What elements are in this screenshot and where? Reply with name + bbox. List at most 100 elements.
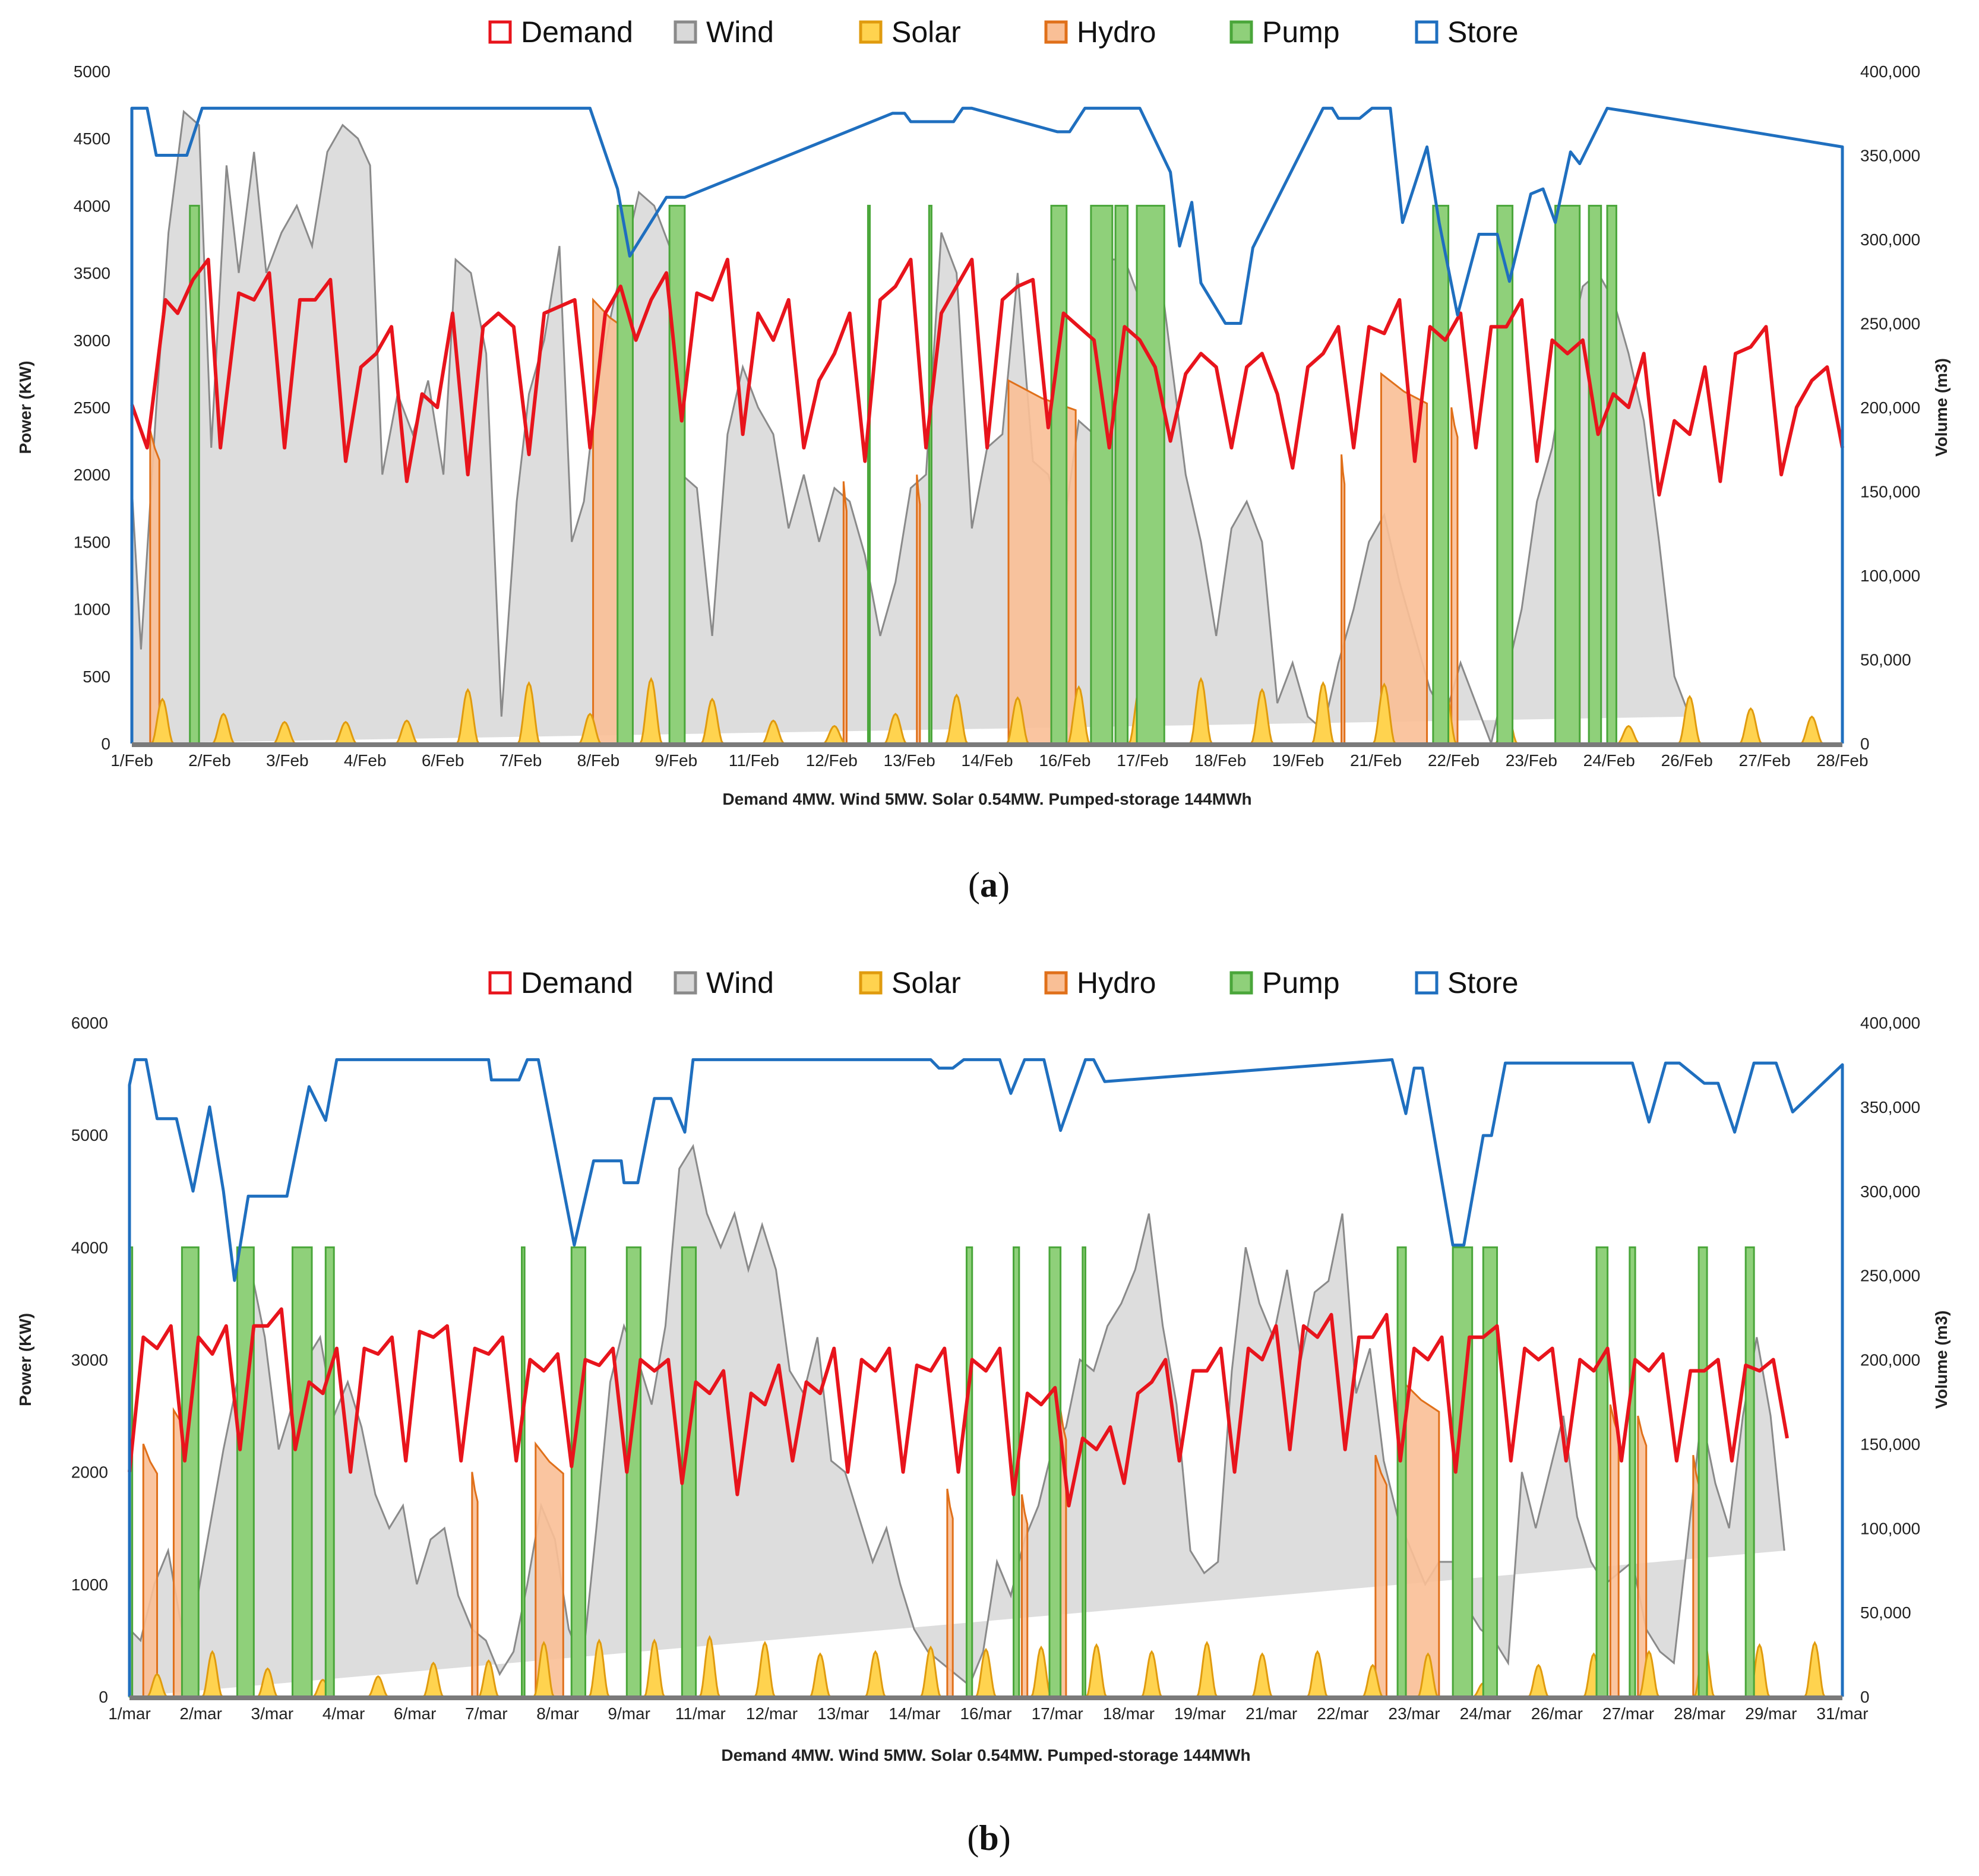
caption-open: (	[967, 1818, 979, 1858]
x-tick-label: 3/Feb	[266, 751, 309, 770]
hydro-block	[1341, 454, 1346, 745]
solar-bump	[753, 1641, 777, 1698]
y2-tick-label: 200,000	[1860, 1351, 1920, 1369]
x-tick-label: 2/mar	[179, 1704, 222, 1723]
demand-line	[130, 258, 1844, 497]
x-tick-label: 24/mar	[1460, 1704, 1512, 1723]
solar-bump	[1614, 725, 1643, 745]
x-tick-label: 27/mar	[1602, 1704, 1654, 1723]
pump-block	[1744, 1246, 1755, 1698]
solar-bump	[643, 1638, 666, 1698]
pump-block	[570, 1246, 587, 1698]
legend-swatch-solar	[859, 20, 883, 44]
pump-block	[521, 1246, 526, 1698]
solar-bump	[919, 1645, 943, 1698]
caption-letter: b	[979, 1818, 998, 1858]
solar-bump	[421, 1661, 445, 1698]
x-axis-title: Demand 4MW. Wind 5MW. Solar 0.54MW. Pump…	[722, 790, 1251, 808]
x-tick-label: 17/Feb	[1117, 751, 1168, 770]
legend-item-wind: Wind	[674, 966, 774, 999]
x-tick-label: 8/mar	[536, 1704, 579, 1723]
solar-bump	[1140, 1650, 1164, 1698]
legend-label-solar: Solar	[892, 966, 961, 999]
legend-item-wind: Wind	[674, 15, 774, 49]
y2-tick-label: 400,000	[1860, 62, 1920, 81]
y2-axis-title: Volume (m3)	[1932, 358, 1950, 457]
y-tick-label: 4000	[74, 197, 110, 215]
solar-bump	[331, 720, 360, 745]
caption-close: )	[998, 865, 1010, 904]
y-tick-label: 1000	[71, 1576, 108, 1594]
legend-swatch-pump	[1229, 20, 1253, 44]
x-tick-label: 26/mar	[1531, 1704, 1583, 1723]
x-tick-label: 24/Feb	[1583, 751, 1635, 770]
x-axis: 1/Feb 2/Feb 3/Feb 4/Feb 6/Feb 7/Feb 8/Feb 9/Feb…	[110, 751, 1868, 770]
solar-bump	[365, 1675, 391, 1698]
legend-swatch-solar	[859, 971, 883, 995]
y2-tick-label: 50,000	[1860, 651, 1911, 669]
y-tick-label: 2000	[74, 466, 110, 484]
solar-bump	[1361, 1663, 1385, 1698]
legend-label-pump: Pump	[1262, 966, 1340, 999]
legend-swatch-hydro	[1044, 971, 1068, 995]
solar-bump	[1029, 1645, 1053, 1698]
pump-block	[1090, 204, 1114, 745]
legend-label-hydro: Hydro	[1077, 15, 1156, 49]
caption-text: (b)	[967, 1818, 1010, 1858]
solar-bump	[864, 1650, 887, 1698]
solar-bump	[698, 1635, 721, 1698]
x-tick-label: 29/mar	[1745, 1704, 1797, 1723]
x-tick-label: 7/mar	[465, 1704, 508, 1723]
solar-bump	[210, 713, 237, 745]
y-tick-label: 3000	[71, 1351, 108, 1369]
y2-tick-label: 100,000	[1860, 1519, 1920, 1538]
solar-bump	[820, 725, 849, 745]
pump-block	[617, 204, 634, 745]
pump-block	[1432, 204, 1450, 745]
solar-bump	[1085, 1643, 1108, 1698]
solar-bump	[1066, 685, 1092, 745]
x-tick-label: 22/mar	[1317, 1704, 1368, 1723]
x-tick-label: 28/mar	[1674, 1704, 1725, 1723]
x-tick-label: 1/mar	[108, 1704, 151, 1723]
legend-item-store: Store	[1415, 15, 1519, 49]
y-tick-label: 0	[99, 1688, 108, 1706]
hydro-block	[842, 481, 848, 745]
solar-bump	[587, 1638, 611, 1698]
x-tick-label: 2/Feb	[188, 751, 231, 770]
pump-block	[1082, 1246, 1086, 1698]
solar-bump	[1305, 1650, 1329, 1698]
x-tick-label: 11/Feb	[729, 751, 779, 770]
legend-item-store: Store	[1415, 966, 1519, 999]
legend-label-wind: Wind	[706, 15, 774, 49]
x-tick-label: 1/Feb	[110, 751, 153, 770]
x-tick-label: 21/Feb	[1350, 751, 1402, 770]
chart-a: Demand Wind Solar Hydro Pump Store 0 500 1000 150…	[16, 15, 1950, 904]
legend-label-demand: Demand	[521, 966, 633, 999]
solar-bump	[1250, 1652, 1274, 1698]
series-demand	[128, 1307, 1789, 1508]
y2-tick-label: 200,000	[1860, 398, 1920, 417]
solar-bump	[1803, 1641, 1826, 1698]
solar-bump	[1249, 688, 1275, 745]
solar-bump	[882, 713, 909, 745]
y2-tick-label: 300,000	[1860, 230, 1920, 249]
demand-line	[128, 1307, 1789, 1508]
solar-bump	[699, 697, 725, 745]
x-axis-title: Demand 4MW. Wind 5MW. Solar 0.54MW. Pump…	[721, 1746, 1250, 1764]
y-tick-label: 1000	[74, 600, 110, 619]
pump-block	[1697, 1246, 1708, 1698]
hydro-block	[946, 1488, 954, 1698]
y2-tick-label: 300,000	[1860, 1182, 1920, 1201]
y2-axis-title: Volume (m3)	[1932, 1311, 1950, 1409]
x-tick-label: 17/mar	[1032, 1704, 1083, 1723]
pump-block	[1050, 204, 1068, 745]
y-tick-label: 4500	[74, 129, 110, 148]
x-tick-label: 21/mar	[1245, 1704, 1297, 1723]
series-demand	[130, 258, 1844, 497]
solar-bump	[1637, 1650, 1661, 1698]
legend-swatch-demand	[488, 971, 512, 995]
pump-block	[1554, 204, 1581, 745]
x-tick-label: 13/mar	[817, 1704, 869, 1723]
y-axis-title: Power (KW)	[16, 360, 34, 454]
